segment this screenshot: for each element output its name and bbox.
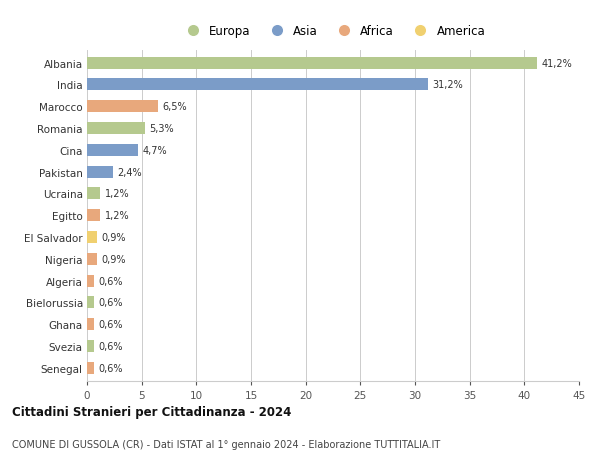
Text: 1,2%: 1,2% xyxy=(104,211,129,221)
Text: 0,6%: 0,6% xyxy=(98,341,122,351)
Bar xyxy=(87,188,100,200)
Text: 5,3%: 5,3% xyxy=(149,124,174,134)
Text: 0,6%: 0,6% xyxy=(98,276,122,286)
Bar xyxy=(87,123,145,135)
Text: 0,6%: 0,6% xyxy=(98,363,122,373)
Bar xyxy=(87,166,113,178)
Text: 0,6%: 0,6% xyxy=(98,319,122,330)
Text: 4,7%: 4,7% xyxy=(143,146,167,156)
Bar xyxy=(87,210,100,222)
Bar xyxy=(87,362,94,374)
Text: 41,2%: 41,2% xyxy=(542,59,572,68)
Text: 0,6%: 0,6% xyxy=(98,298,122,308)
Text: COMUNE DI GUSSOLA (CR) - Dati ISTAT al 1° gennaio 2024 - Elaborazione TUTTITALIA: COMUNE DI GUSSOLA (CR) - Dati ISTAT al 1… xyxy=(12,440,440,449)
Text: 1,2%: 1,2% xyxy=(104,189,129,199)
Text: 0,9%: 0,9% xyxy=(101,254,126,264)
Legend: Europa, Asia, Africa, America: Europa, Asia, Africa, America xyxy=(181,25,485,38)
Text: 31,2%: 31,2% xyxy=(433,80,463,90)
Bar xyxy=(87,275,94,287)
Bar xyxy=(87,145,139,157)
Text: 6,5%: 6,5% xyxy=(163,102,187,112)
Bar xyxy=(87,340,94,352)
Bar xyxy=(87,101,158,113)
Text: 2,4%: 2,4% xyxy=(118,167,142,177)
Text: 0,9%: 0,9% xyxy=(101,232,126,242)
Bar xyxy=(87,57,538,69)
Bar xyxy=(87,79,428,91)
Bar xyxy=(87,253,97,265)
Bar xyxy=(87,297,94,308)
Bar xyxy=(87,231,97,243)
Text: Cittadini Stranieri per Cittadinanza - 2024: Cittadini Stranieri per Cittadinanza - 2… xyxy=(12,405,292,419)
Bar xyxy=(87,319,94,330)
